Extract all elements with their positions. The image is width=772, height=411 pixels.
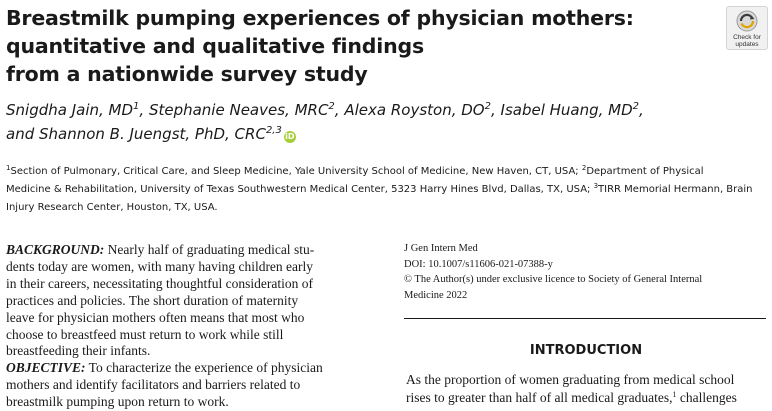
abstract-line: breastfeeding their infants. [6,343,151,359]
abstract-line: mothers and identify facilitators and ba… [6,377,301,393]
background-label: BACKGROUND: [6,242,105,257]
citation-sup[interactable]: 1 [672,389,677,399]
author-affiliation-sup: 2 [328,101,335,112]
introduction-heading: INTRODUCTION [529,343,643,358]
intro-line: As the proportion of women graduating fr… [406,372,735,387]
author-name: and Shannon B. Juengst, PhD, CRC [6,125,266,143]
title-line: Breastmilk pumping experiences of physic… [6,6,634,30]
affiliation-line: Medicine & Rehabilitation, University of… [6,182,753,196]
divider [404,318,766,319]
abstract-line: in their careers, necessitating thoughtf… [6,275,314,291]
abstract: BACKGROUND: Nearly half of graduating me… [6,242,374,411]
author-affiliation-sup: 1 [133,101,140,112]
introduction-text: As the proportion of women graduating fr… [406,371,770,406]
title-line: from a nationwide survey study [6,62,368,86]
copyright: Medicine 2022 [404,289,468,301]
affiliation-line: Injury Research Center, Houston, TX, USA… [6,202,218,213]
check-for-updates-icon [736,10,758,32]
article-meta: J Gen Intern Med DOI: 10.1007/s11606-021… [404,241,768,303]
check-for-updates-badge[interactable]: Check for updates [726,6,768,50]
abstract-line: choose to breastfeed must return to work… [6,326,284,342]
author-name: Alexa Royston, DO [344,101,485,119]
author-affiliation-sup: 2 [484,101,491,112]
title-line: quantitative and qualitative findings [6,34,424,58]
author-name: Snigdha Jain, MD [6,101,134,119]
objective-label: OBJECTIVE: [6,360,86,376]
article-title: Breastmilk pumping experiences of physic… [6,4,686,88]
doi[interactable]: DOI: 10.1007/s11606-021-07388-y [404,258,553,270]
abstract-line: BACKGROUND: Nearly half of graduating me… [6,242,315,257]
journal-name: J Gen Intern Med [404,243,478,254]
abstract-line: breastmilk pumping upon return to work. [6,394,229,410]
author-name: Stephanie Neaves, MRC [148,101,329,119]
affiliations: 1Section of Pulmonary, Critical Care, an… [6,163,770,217]
author-affiliation-sup: 2,3 [265,125,282,136]
abstract-line: leave for physician mothers often means … [6,309,305,325]
author-list: Snigdha Jain, MD1, Stephanie Neaves, MRC… [6,98,746,146]
orcid-icon[interactable]: iD [283,131,296,143]
copyright: © The Author(s) under exclusive licence … [404,274,703,285]
abstract-line: OBJECTIVE: To characterize the experienc… [6,360,323,376]
author-affiliation-sup: 2 [632,101,640,112]
check-for-updates-label: Check for updates [733,34,761,48]
abstract-line: dents today are women, with many having … [6,258,314,274]
intro-line: rises to greater than half of all medica… [406,389,737,405]
author-line-1: Snigdha Jain, MD1, Stephanie Neaves, MRC… [6,101,644,119]
abstract-line: practices and policies. The short durati… [6,292,299,308]
author-line-2: and Shannon B. Juengst, PhD, CRC2,3iD [6,122,746,146]
author-name: Isabel Huang, MD [500,101,633,119]
affiliation-line: 1Section of Pulmonary, Critical Care, an… [6,164,704,178]
